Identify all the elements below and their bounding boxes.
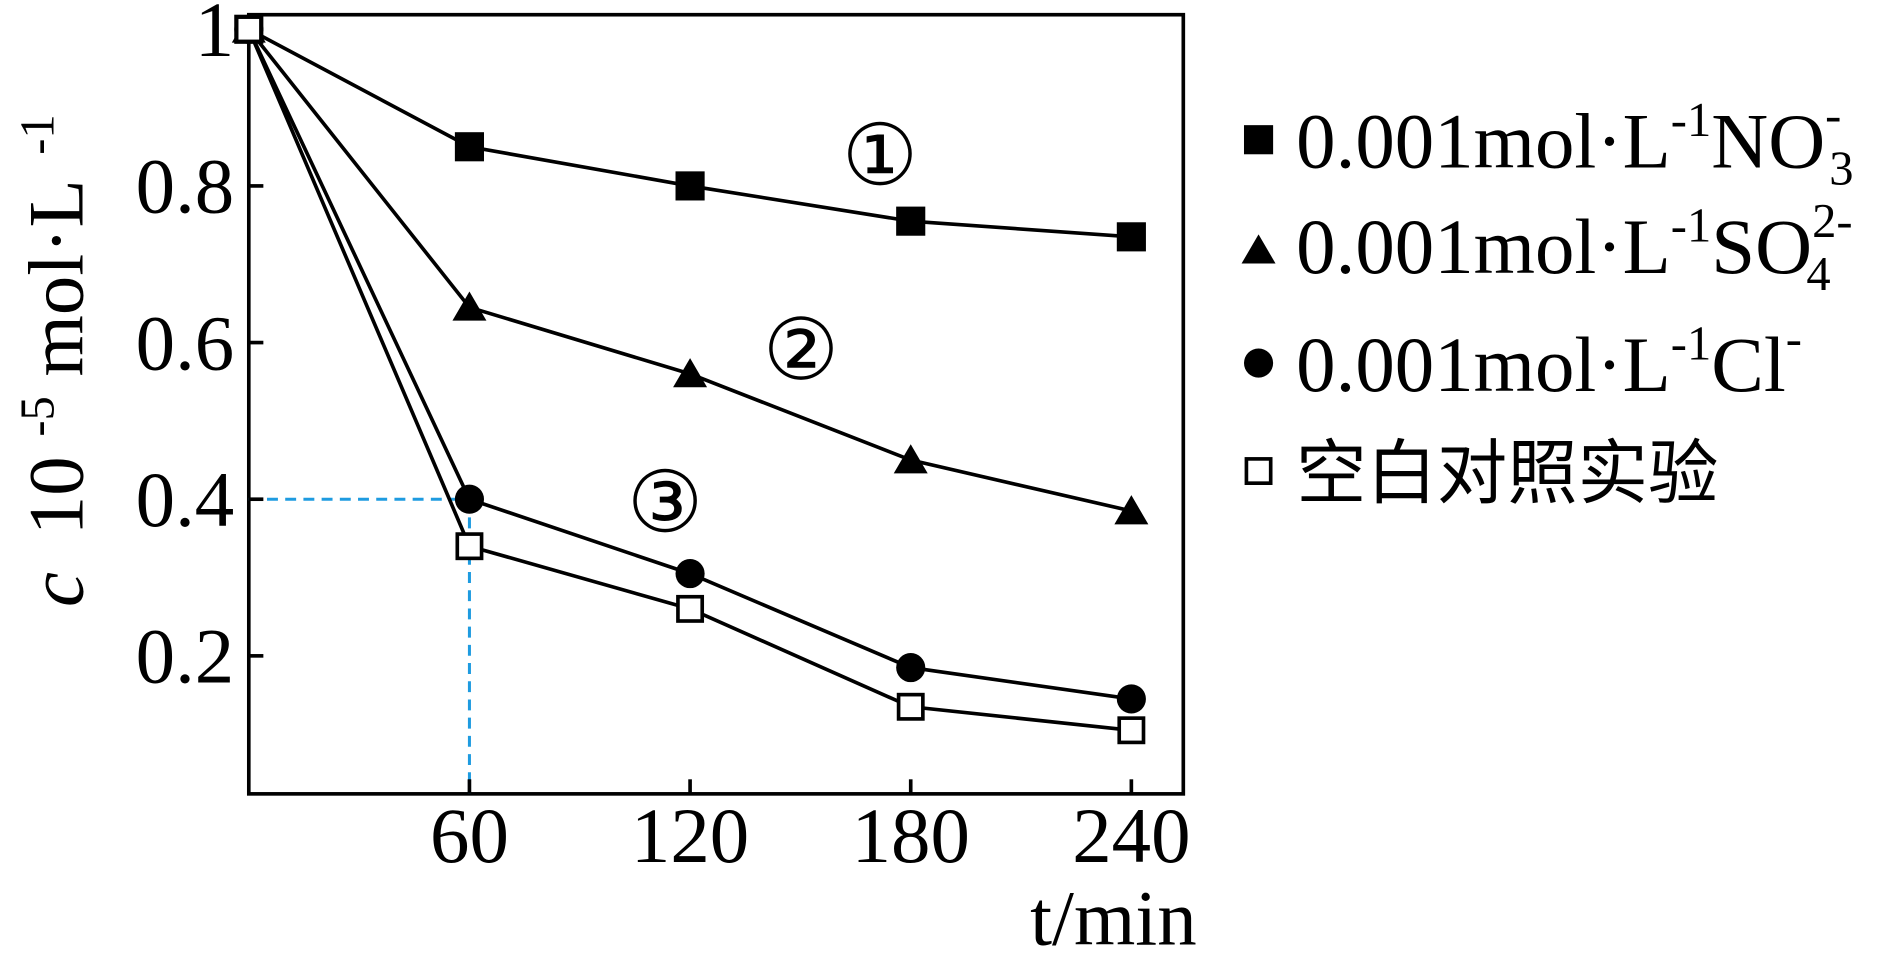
data-point-chloride [1116, 684, 1146, 714]
data-point-sulfate [893, 444, 928, 474]
legend-marker-filled-circle [1243, 348, 1274, 378]
y-tick-label: 0.2 [136, 614, 235, 701]
x-tick-label: 120 [631, 793, 749, 880]
y-axis-label-unit-exp: -1 [11, 114, 64, 154]
plot-frame [246, 12, 1186, 796]
data-point-blank-control [455, 532, 484, 561]
svg-text:c 10 -5 mol·: c 10 -5 mol·L -1 [0, 114, 101, 607]
y-axis-label-var: c [14, 572, 101, 607]
legend-label-sulfate: 0.001mol·L-1SO2-4 [1296, 195, 1852, 301]
y-tick-label: 0.4 [136, 457, 235, 544]
legend-label-chloride: 0.001mol·L-1Cl- [1296, 313, 1802, 409]
data-point-nitrate [896, 206, 926, 236]
data-point-nitrate [1116, 222, 1146, 252]
legend-marker-filled-square [1243, 125, 1274, 155]
x-tick-label: 240 [1072, 793, 1190, 880]
y-axis-label-exp: -5 [11, 396, 64, 436]
y-axis-label-base: 10 [14, 456, 101, 535]
x-axis-label: t/min [1030, 875, 1197, 953]
legend-marker-filled-triangle [1241, 234, 1276, 264]
y-tick-label: 0.8 [136, 144, 235, 231]
y-tick-label: 0.6 [136, 300, 235, 387]
data-point-chloride [675, 559, 705, 589]
legend-label-nitrate: 0.001mol·L-1NO-3 [1296, 89, 1853, 195]
legend-label-blank-control: 空白对照实验 [1296, 433, 1718, 515]
data-point-chloride [454, 484, 485, 514]
data-point-blank-control [1117, 716, 1146, 745]
data-point-blank-control [676, 594, 705, 623]
y-tick-label: 1 [195, 0, 234, 74]
data-point-sulfate [452, 291, 487, 321]
x-tick-label: 180 [852, 793, 970, 880]
series-annotation-chloride: ③ [627, 457, 703, 551]
x-tick-label: 60 [430, 793, 509, 880]
y-axis-label-unit: mol·L [14, 179, 101, 376]
series-annotation-sulfate: ② [763, 304, 839, 398]
legend: 0.001mol·L-1NO-3 0.001mol·L-1SO2-4 0.001… [1241, 89, 1853, 515]
data-point-nitrate [675, 171, 705, 201]
legend-marker-open-square [1244, 457, 1273, 485]
data-point-sulfate [1114, 495, 1149, 525]
data-point-sulfate [673, 358, 708, 388]
data-point-nitrate [454, 132, 485, 162]
data-point-blank-control [896, 692, 925, 721]
data-point-blank-control [234, 15, 263, 44]
y-axis-label: c 10 -5 mol·L -1 [0, 114, 101, 607]
data-point-chloride [896, 653, 926, 683]
series-annotation-nitrate: ① [842, 110, 918, 204]
series-line-nitrate [247, 27, 1132, 239]
